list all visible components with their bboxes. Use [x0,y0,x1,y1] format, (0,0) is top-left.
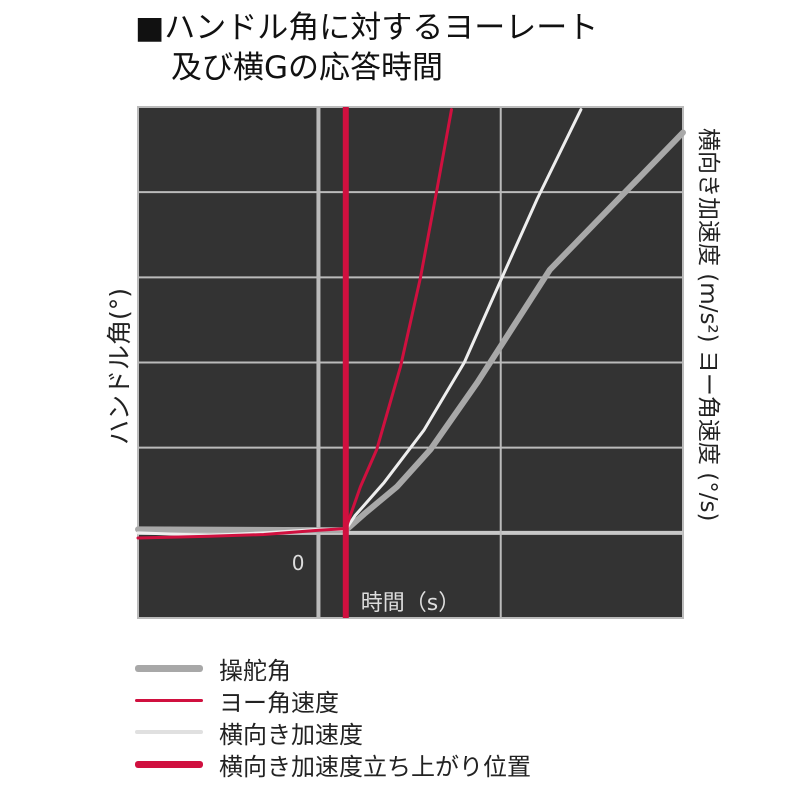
y-axis-right-label: 横向き加速度 (m/s²) ヨー角速度 (°/s) [695,128,721,522]
legend-item: 操舵角 [135,652,531,685]
series-line-3 [136,108,583,537]
title-line-2: 及び横Gの応答時間 [171,50,444,86]
x-tick-label: 0 [292,551,305,575]
legend-item: 横向き加速度 [135,716,531,749]
legend-label: 横向き加速度立ち上がり位置 [219,752,531,781]
legend: 操舵角 ヨー角速度 横向き加速度 横向き加速度立ち上がり位置 [135,652,531,781]
legend-swatch [135,698,203,702]
y-axis-left-label: ハンドル角(°) [105,287,134,445]
x-axis-label: 時間（s） [361,591,460,616]
legend-label: 横向き加速度 [219,720,363,749]
series-line-2 [136,108,454,540]
legend-item: 横向き加速度立ち上がり位置 [135,748,531,781]
title-line-1: ■ハンドル角に対するヨーレート [135,10,599,46]
legend-swatch [135,730,203,734]
legend-label: ヨー角速度 [219,688,339,717]
chart-title: ■ハンドル角に対するヨーレート 及び横Gの応答時間 [135,8,598,88]
legend-item: ヨー角速度 [135,684,531,717]
legend-swatch [135,760,203,768]
legend-swatch [135,664,203,672]
legend-label: 操舵角 [219,656,291,685]
